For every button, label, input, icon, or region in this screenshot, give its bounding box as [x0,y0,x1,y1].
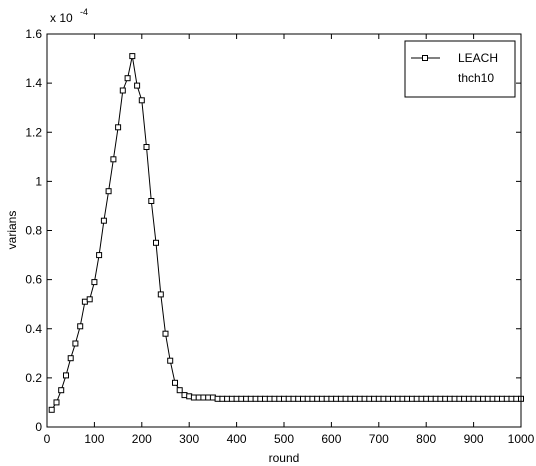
legend-marker-leach [422,55,428,61]
data-point-marker [295,395,302,402]
data-point-marker [390,395,396,402]
x-tick-label: 100 [84,432,104,446]
data-point-marker [333,395,340,402]
data-point-marker [153,239,159,246]
x-tick-label: 200 [132,432,152,446]
data-point-marker [143,144,150,150]
y-scale-label: x 10 -4 [50,7,88,25]
data-point-marker [48,406,55,413]
data-point-marker [499,395,505,402]
data-point-marker [247,395,254,402]
data-point-marker [380,395,387,402]
data-point-marker [100,217,107,224]
data-point-marker [77,323,84,330]
y-tick-label: 1.2 [25,125,42,139]
x-axis-label: round [269,451,300,465]
legend-label-leach: LEACH [458,51,498,65]
x-tick-label: 700 [369,432,389,446]
x-tick-label: 900 [464,432,484,446]
data-point-marker [309,395,316,402]
data-point-marker [238,395,245,402]
data-point-marker [115,124,122,131]
scale-exponent: -4 [80,7,88,17]
x-tick-label: 500 [274,432,294,446]
data-point-marker [86,296,93,303]
y-tick-label: 0.8 [25,224,42,238]
data-point-marker [157,291,164,298]
y-tick-label: 0 [35,420,42,434]
data-point-marker [119,87,126,94]
data-point-marker [262,395,268,402]
data-point-marker [105,188,112,195]
y-tick-label: 0.4 [25,322,42,336]
data-point-marker [342,395,349,402]
data-point-marker [162,330,169,337]
data-point-marker [356,395,363,402]
data-point-marker [81,298,88,305]
data-point-marker [190,394,197,401]
data-point-marker [72,340,79,347]
legend: LEACH thch10 [404,40,516,98]
data-point-marker [124,75,131,82]
data-point-marker [200,394,207,401]
data-point-marker [404,395,411,402]
x-tick-label: 800 [416,432,436,446]
data-point-marker [285,395,292,402]
data-point-marker [134,82,141,89]
legend-box [404,40,516,98]
data-point-marker [148,198,155,204]
data-point-marker [176,387,183,394]
data-point-marker [53,399,60,406]
data-point-marker [451,395,458,402]
y-tick-label: 1.6 [25,27,42,41]
y-tick-label: 0.6 [25,273,42,287]
scale-multiplier: x 10 [50,11,73,25]
data-point-marker [508,395,515,402]
data-point-marker [461,395,468,402]
data-layer [48,53,524,413]
data-point-marker [67,355,74,362]
data-point-marker [427,395,434,402]
x-tick-label: 600 [321,432,341,446]
y-tick-label: 1 [35,174,42,188]
data-point-marker [475,395,482,402]
data-point-marker [129,53,136,60]
ticks-layer: 0 100 200 300 400 500 600 700 800 900 1000 0 0.2 0.4 0… [25,27,534,446]
data-point-marker [437,395,444,402]
data-point-marker [366,395,373,402]
data-point-marker [271,395,278,402]
x-tick-label: 400 [227,432,247,446]
data-point-marker [110,156,117,163]
data-point-marker [63,372,69,379]
data-point-marker [224,395,231,402]
data-point-marker [167,357,174,364]
x-tick-label: 0 [44,432,51,446]
x-tick-label: 1000 [508,432,535,446]
data-point-marker [214,395,221,402]
plot-area [47,34,521,427]
legend-label-thch10: thch10 [458,71,494,85]
data-point-marker [318,395,325,402]
x-tick-label: 300 [179,432,199,446]
data-point-marker [413,395,420,402]
data-point-marker [172,379,178,386]
y-axis-label: varians [5,211,19,250]
y-tick-label: 0.2 [25,371,42,385]
y-tick-label: 1.4 [25,76,42,90]
data-point-marker [484,395,491,402]
data-point-marker [91,279,98,286]
data-point-marker [96,252,103,259]
data-point-marker [138,97,145,104]
data-point-marker [58,387,65,394]
